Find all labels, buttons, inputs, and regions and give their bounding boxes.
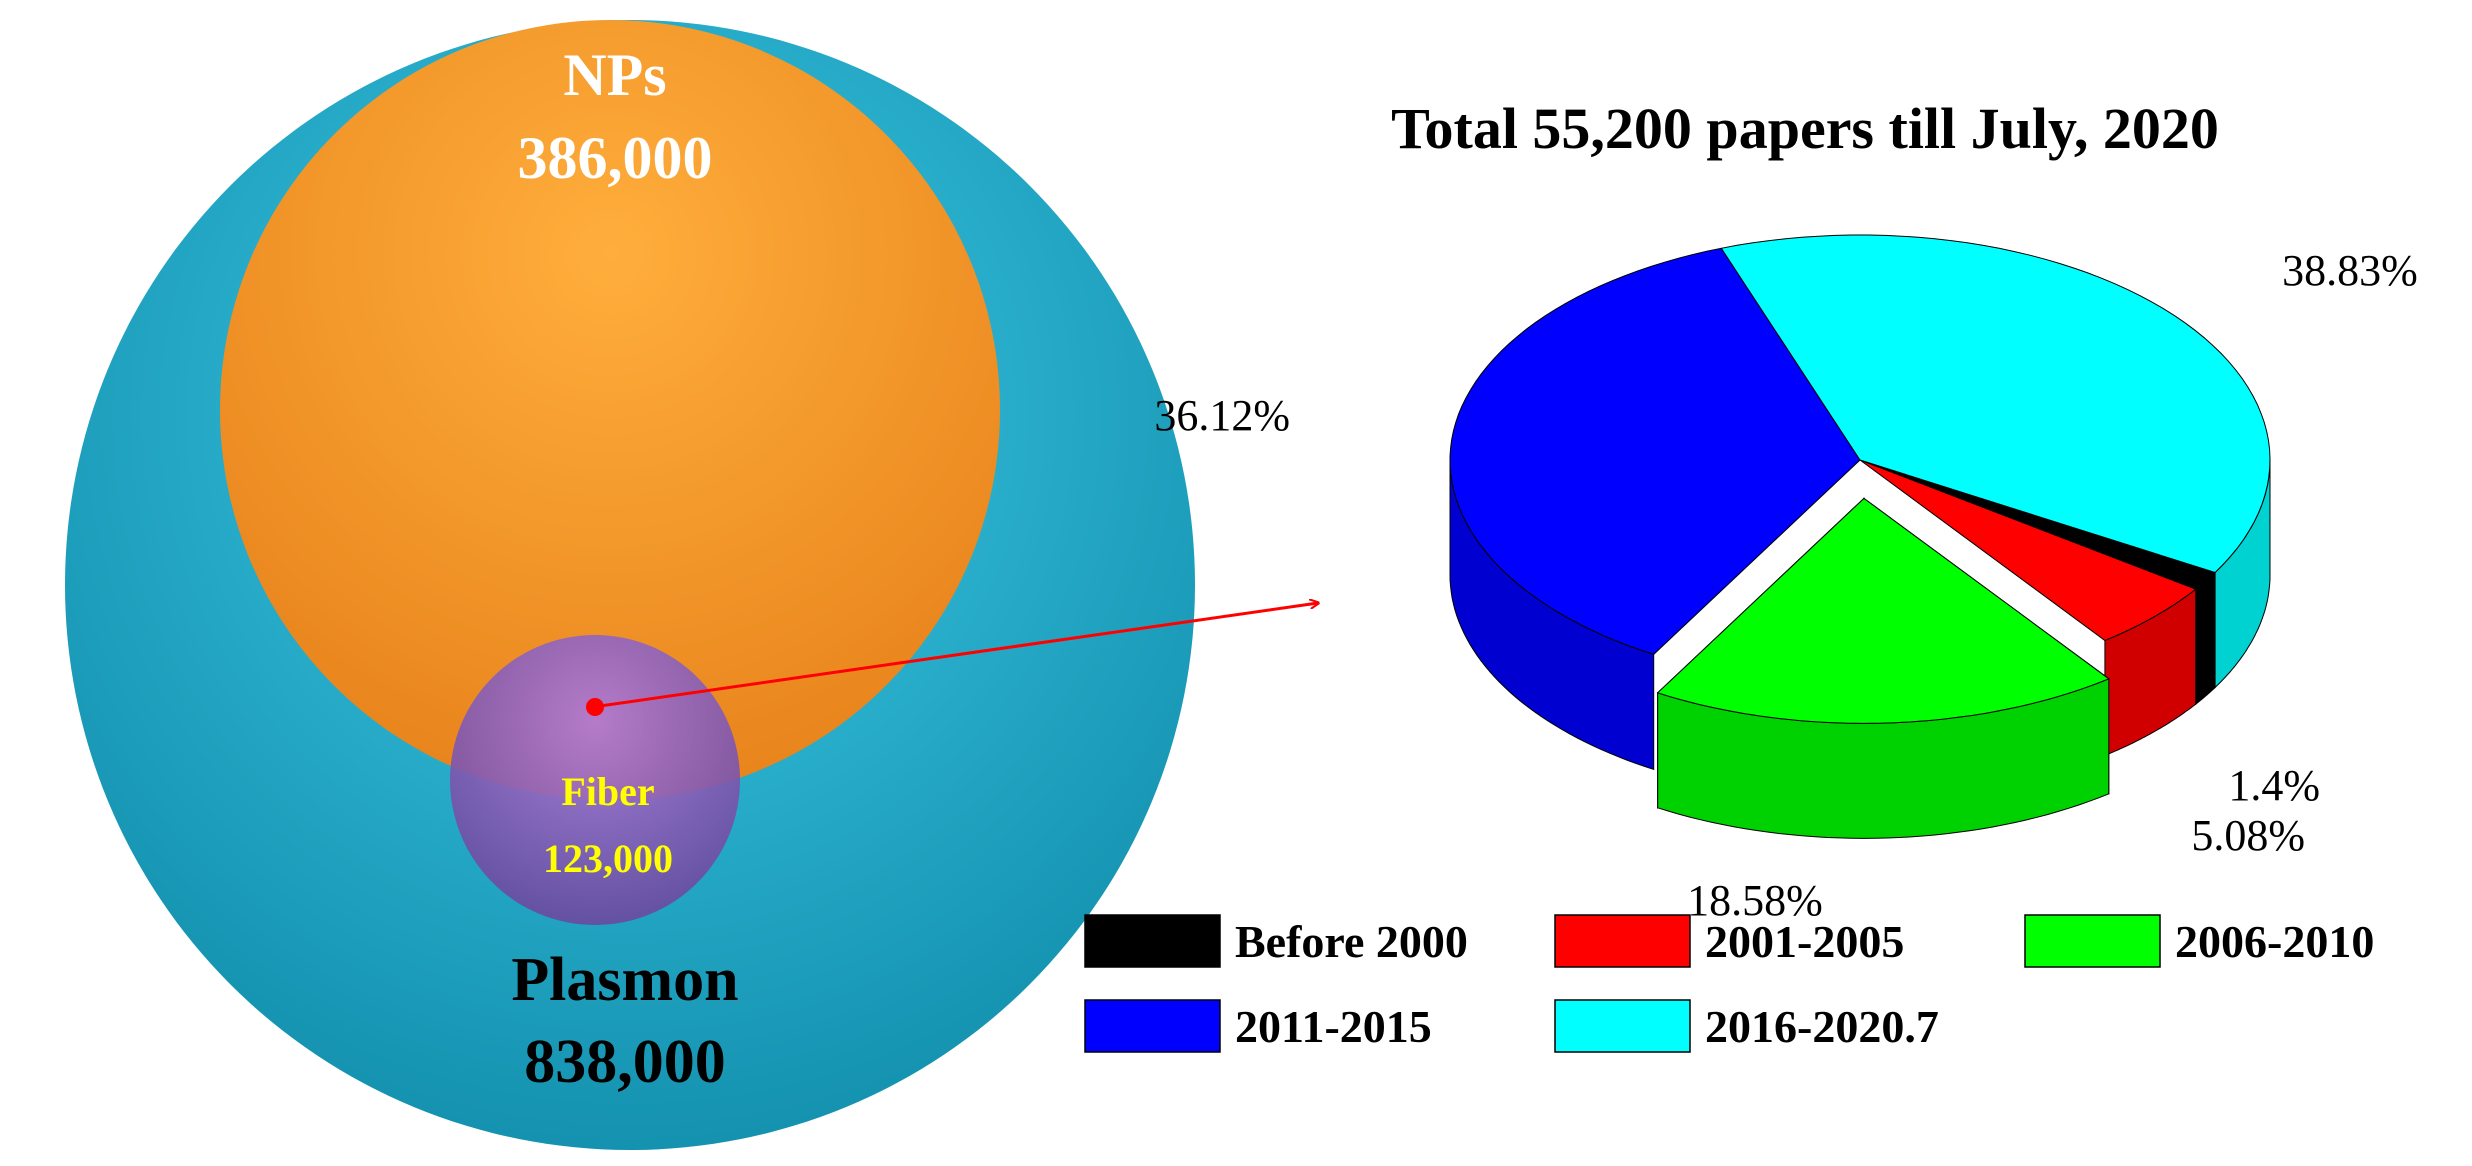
plasmon-label: Plasmon <box>511 946 738 1014</box>
pie-label-2001-2005: 5.08% <box>2191 811 2305 860</box>
fiber-circle <box>450 635 740 925</box>
chart-title: Total 55,200 papers till July, 2020 <box>1391 96 2219 161</box>
nps-circle <box>220 20 1000 800</box>
legend-label-before-2000: Before 2000 <box>1235 916 1468 967</box>
pie-slice-2011-2015 <box>1449 247 1861 655</box>
pie-label-2016-2020-7: 38.83% <box>2282 246 2418 295</box>
legend-swatch-2011-2015 <box>1084 999 1221 1053</box>
legend-swatch-2001-2005 <box>1554 914 1691 968</box>
legend-label-2016-2020-7: 2016-2020.7 <box>1705 1001 1939 1052</box>
pie-label-before-2000: 1.4% <box>2228 761 2320 810</box>
pie-slice-2006-2010 <box>1656 497 2110 724</box>
legend-label-2001-2005: 2001-2005 <box>1705 916 1904 967</box>
fiber-label: Fiber <box>561 769 654 814</box>
legend-swatch-2016-2020-7 <box>1554 999 1691 1053</box>
legend-swatch-2006-2010 <box>2024 914 2161 968</box>
pie-side-before-2000 <box>2195 571 2216 706</box>
legend-label-2011-2015: 2011-2015 <box>1235 1001 1432 1052</box>
nested-circles: NPs 386,000 Fiber 123,000 Plasmon 838,00… <box>65 20 1318 1150</box>
pie-labels: 1.4%5.08% 18.58% 36.12% 38.83% <box>1154 246 2417 925</box>
pie-chart <box>1449 234 2271 839</box>
pie-slice-before-2000 <box>1859 459 2217 590</box>
nps-label: NPs <box>563 42 666 108</box>
pie-slice-2001-2005 <box>1859 459 2197 642</box>
fiber-value: 123,000 <box>543 836 673 881</box>
pie-label-2011-2015: 36.12% <box>1154 391 1290 440</box>
pie-slice-2016-2020-7 <box>1720 234 2271 574</box>
pointer-arrow <box>599 603 1318 708</box>
plasmon-value: 838,000 <box>524 1028 726 1096</box>
legend-swatch-before-2000 <box>1084 914 1221 968</box>
legend-label-2006-2010: 2006-2010 <box>2175 916 2374 967</box>
legend: Before 2000 2001-2005 2006-2010 2011-2015 20… <box>1084 914 2374 1053</box>
pie-label-2006-2010: 18.58% <box>1687 876 1823 925</box>
arrow-origin-dot <box>586 698 604 716</box>
nps-value: 386,000 <box>518 125 713 191</box>
